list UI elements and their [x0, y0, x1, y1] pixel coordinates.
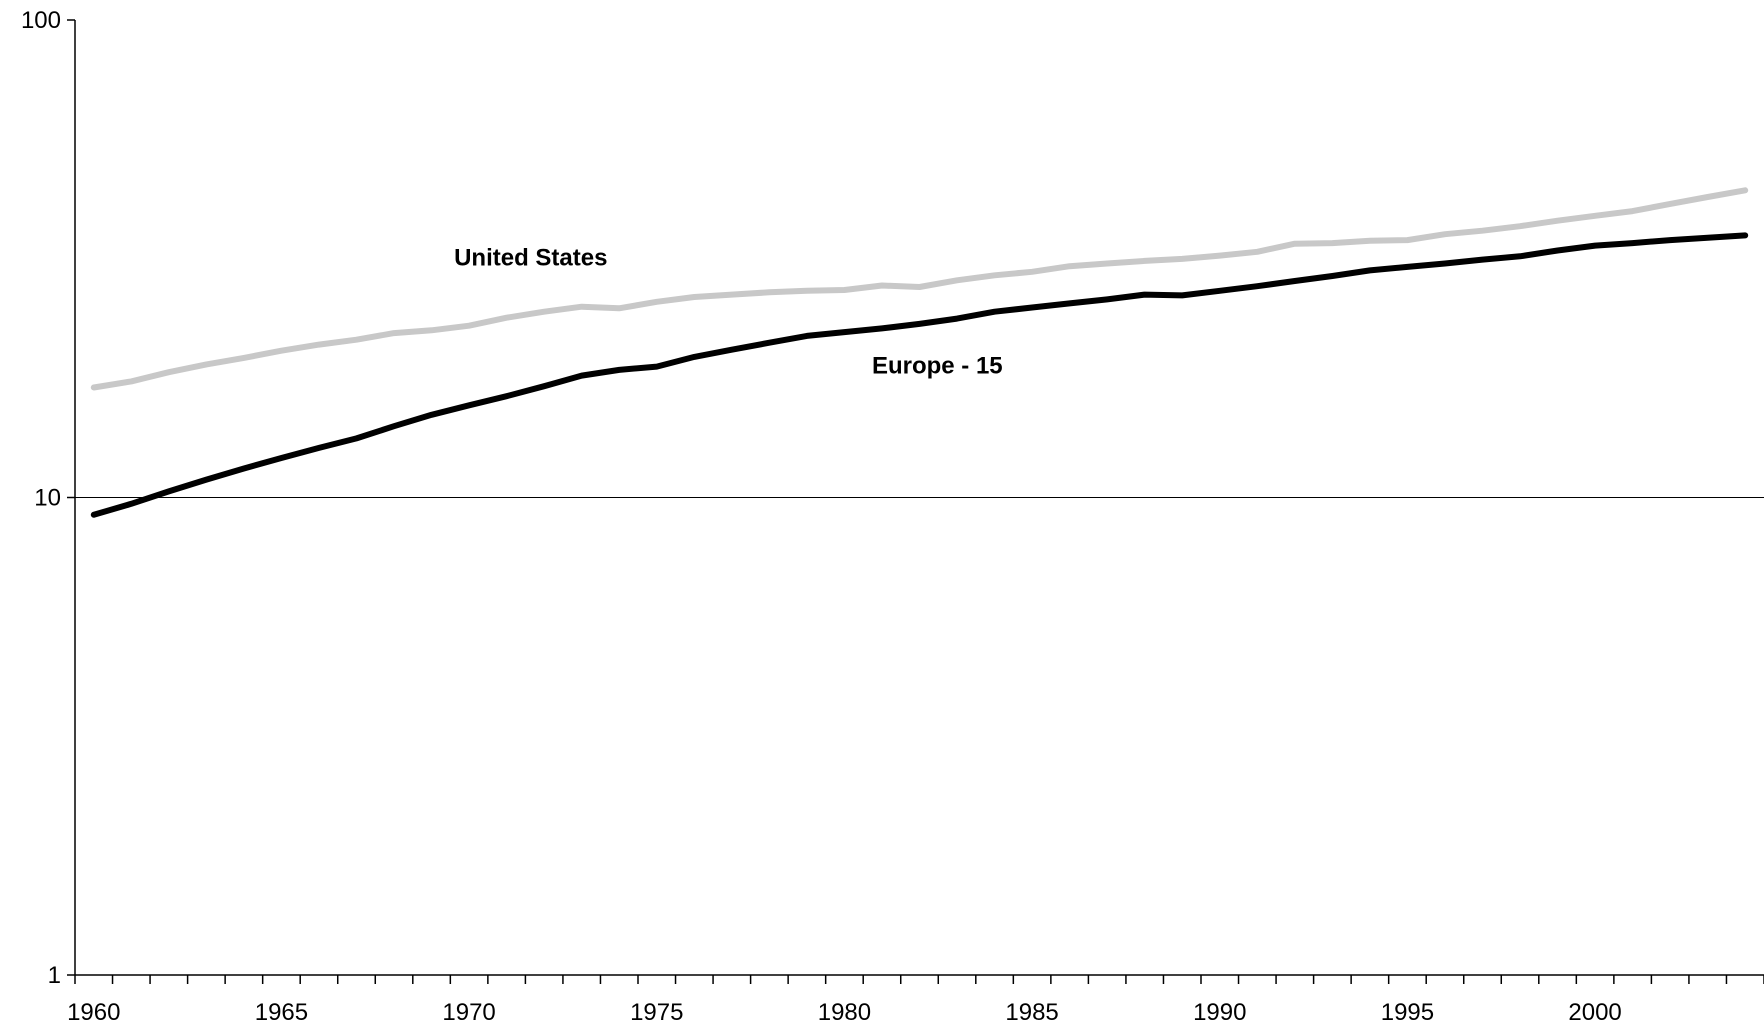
x-tick-label: 1985	[1005, 999, 1058, 1026]
y-tick-label: 1	[48, 962, 61, 989]
x-tick-label: 1975	[630, 999, 683, 1026]
y-axis-ticks	[67, 19, 75, 976]
series-lines	[90, 187, 1749, 518]
y-tick-label: 10	[34, 485, 61, 512]
series-line-europe-15	[90, 232, 1749, 518]
x-tick-label: 1970	[442, 999, 495, 1026]
x-tick-label: 1965	[255, 999, 308, 1026]
series-line-united-states	[90, 187, 1749, 391]
series-label-europe-15: Europe - 15	[872, 352, 1003, 379]
series-label-united-states: United States	[454, 245, 607, 272]
x-tick-label: 2000	[1568, 999, 1621, 1026]
x-axis-ticks	[74, 975, 1764, 984]
x-tick-label: 1960	[67, 999, 120, 1026]
x-tick-label: 1995	[1381, 999, 1434, 1026]
y-tick-label: 100	[21, 7, 61, 34]
y-axis-tick-labels: 1 10 100	[21, 7, 61, 989]
x-axis-tick-labels: 1960 1965 1970 1975 1980 1985 1990 1995 2000	[67, 999, 1622, 1026]
x-tick-label: 1980	[818, 999, 871, 1026]
x-tick-label: 1990	[1193, 999, 1246, 1026]
